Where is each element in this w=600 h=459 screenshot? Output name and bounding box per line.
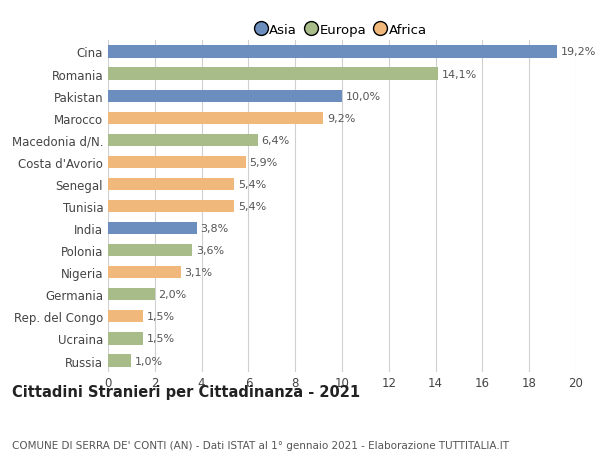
Bar (108, 267, 181, 279)
Text: 3,1%: 3,1% (184, 268, 212, 278)
Text: 2,0%: 2,0% (158, 290, 187, 300)
Text: 5,9%: 5,9% (250, 157, 278, 168)
Bar (108, 223, 197, 235)
Bar (108, 201, 235, 213)
Bar (108, 112, 323, 124)
Text: Cittadini Stranieri per Cittadinanza - 2021: Cittadini Stranieri per Cittadinanza - 2… (12, 384, 360, 399)
Bar (108, 355, 131, 367)
Legend: Asia, Europa, Africa: Asia, Europa, Africa (252, 18, 432, 42)
Text: 5,4%: 5,4% (238, 179, 266, 190)
Text: 1,5%: 1,5% (146, 312, 175, 322)
Text: 10,0%: 10,0% (346, 91, 380, 101)
Text: 19,2%: 19,2% (561, 47, 596, 57)
Text: 1,0%: 1,0% (135, 356, 163, 366)
Text: 5,4%: 5,4% (238, 202, 266, 212)
Text: 9,2%: 9,2% (327, 113, 355, 123)
Text: 6,4%: 6,4% (261, 135, 290, 146)
Bar (108, 90, 342, 102)
Bar (108, 46, 557, 58)
Bar (108, 333, 143, 345)
Bar (108, 157, 246, 168)
Bar (108, 179, 235, 190)
Bar (108, 245, 192, 257)
Bar (108, 311, 143, 323)
Bar (108, 134, 258, 146)
Text: COMUNE DI SERRA DE' CONTI (AN) - Dati ISTAT al 1° gennaio 2021 - Elaborazione TU: COMUNE DI SERRA DE' CONTI (AN) - Dati IS… (12, 440, 509, 450)
Text: 3,6%: 3,6% (196, 246, 224, 256)
Text: 1,5%: 1,5% (146, 334, 175, 344)
Bar (108, 289, 155, 301)
Text: 14,1%: 14,1% (442, 69, 477, 79)
Text: 3,8%: 3,8% (200, 224, 229, 234)
Bar (108, 68, 438, 80)
